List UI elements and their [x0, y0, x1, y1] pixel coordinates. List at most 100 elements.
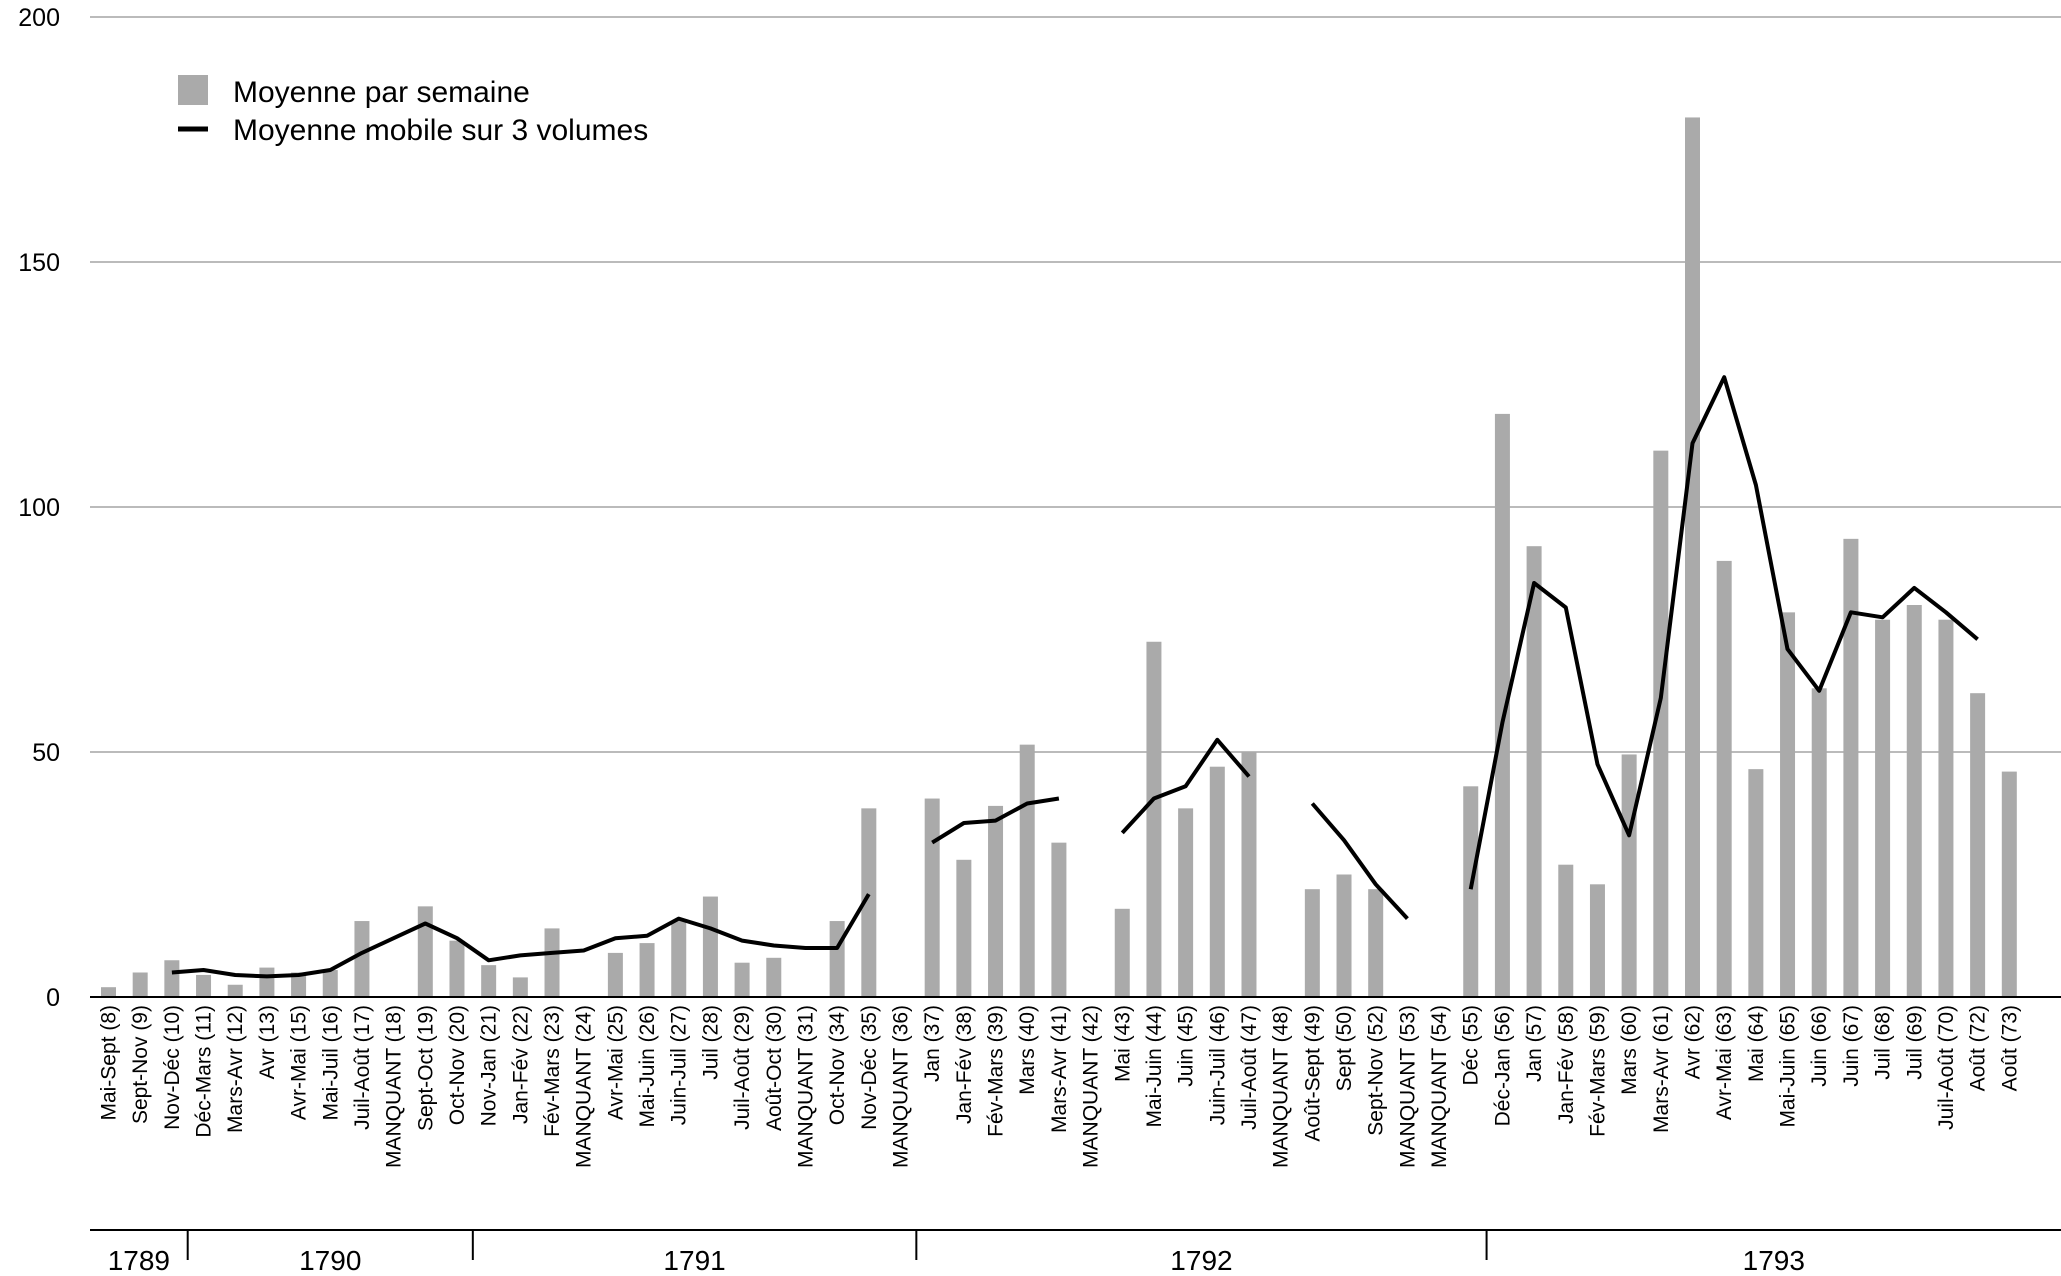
- bar: [132, 972, 148, 997]
- bar: [259, 967, 275, 997]
- bar: [354, 921, 370, 997]
- x-tick-label: Août (72): [1967, 1005, 1990, 1091]
- legend-label-line: Moyenne mobile sur 3 volumes: [233, 114, 648, 147]
- x-tick-label: Juil (69): [1903, 1005, 1926, 1080]
- bar: [101, 987, 116, 997]
- bar: [1019, 744, 1035, 997]
- bar: [1051, 842, 1067, 997]
- bar: [544, 928, 560, 997]
- x-tick-label: Avr-Mai (63): [1713, 1005, 1736, 1120]
- bar: [607, 952, 623, 997]
- x-tick-label: MANQUANT (42): [1080, 1005, 1103, 1168]
- bar: [1209, 766, 1225, 997]
- moving-average-line: [1120, 737, 1251, 835]
- bar: [1970, 693, 1986, 997]
- x-tick-label: Oct-Nov (20): [446, 1005, 469, 1125]
- x-tick-label: Mars-Avr (12): [224, 1005, 247, 1133]
- bar: [924, 798, 940, 997]
- x-tick-label: Juil-Août (47): [1238, 1005, 1261, 1130]
- x-tick-label: Juil-Août (70): [1935, 1005, 1958, 1130]
- year-label: 1791: [663, 1245, 725, 1276]
- y-tick-label: 0: [46, 984, 60, 1012]
- x-tick-label: Juin (66): [1808, 1005, 1831, 1087]
- bar: [829, 921, 845, 997]
- bar: [291, 972, 307, 997]
- bar: [1526, 546, 1542, 997]
- bar-series: [101, 117, 2017, 997]
- x-axis: Mai-Sept (8) Sept-Nov (9) Nov-Déc (10) Déc-…: [90, 996, 2061, 1168]
- bar: [417, 906, 433, 997]
- x-tick-label: Déc-Jan (56): [1491, 1005, 1514, 1126]
- year-label: 1790: [299, 1245, 361, 1276]
- x-tick-label: Mai-Juin (44): [1143, 1005, 1166, 1128]
- bar: [1716, 560, 1732, 997]
- x-tick-label: Juil-Août (17): [351, 1005, 374, 1130]
- moving-average-line: [1468, 375, 1979, 890]
- year-label: 1789: [108, 1245, 170, 1276]
- bar: [1368, 889, 1384, 997]
- bar: [1938, 619, 1954, 997]
- x-tick-label: Nov-Jan (21): [478, 1005, 501, 1126]
- bar: [1336, 874, 1352, 997]
- year-label: 1792: [1170, 1245, 1232, 1276]
- x-tick-label: Sept (50): [1333, 1005, 1356, 1091]
- x-tick-label: Mars-Avr (61): [1650, 1005, 1673, 1133]
- x-tick-label: Juil-Août (29): [731, 1005, 754, 1130]
- x-tick-label: Mai-Juil (16): [319, 1005, 342, 1121]
- x-tick-label: Juil (68): [1872, 1005, 1895, 1080]
- y-tick-label: 150: [18, 249, 60, 277]
- bar: [196, 974, 212, 997]
- bar: [227, 984, 243, 997]
- x-tick-label: Fév-Mars (59): [1586, 1005, 1609, 1137]
- bar: [1621, 754, 1637, 997]
- bar: [1558, 864, 1574, 997]
- x-tick-label: Juin-Juil (46): [1206, 1005, 1229, 1125]
- x-tick-label: Mai-Juin (65): [1777, 1005, 1800, 1128]
- legend: Moyenne par semaine Moyenne mobile sur 3…: [178, 75, 648, 147]
- x-tick-label: Avr (13): [256, 1005, 279, 1079]
- x-tick-label: MANQUANT (53): [1396, 1005, 1419, 1168]
- bar: [2001, 771, 2017, 997]
- bar: [1811, 688, 1827, 997]
- x-tick-label: Mai-Sept (8): [98, 1005, 121, 1121]
- bar: [1178, 808, 1194, 997]
- x-tick-label: Sept-Nov (9): [129, 1005, 152, 1124]
- bar: [671, 921, 687, 997]
- bar: [1241, 752, 1257, 997]
- x-tick-label: Fév-Mars (23): [541, 1005, 564, 1137]
- bar: [1589, 884, 1605, 997]
- x-tick-label: Août (73): [1998, 1005, 2021, 1091]
- x-tick-label: Déc-Mars (11): [193, 1005, 216, 1138]
- bar: [512, 977, 528, 997]
- bar: [1304, 889, 1320, 997]
- bar: [1906, 605, 1922, 997]
- x-tick-label: Jan-Fév (58): [1555, 1005, 1578, 1124]
- bar: [1494, 413, 1510, 997]
- bar: [639, 943, 655, 997]
- x-tick-label: Mai (43): [1111, 1005, 1134, 1082]
- x-tick-label: Sept-Oct (19): [414, 1005, 437, 1131]
- bar: [1653, 450, 1669, 997]
- bar: [1780, 612, 1796, 997]
- x-tick-label: Nov-Déc (35): [858, 1005, 881, 1130]
- x-tick-label: Oct-Nov (34): [826, 1005, 849, 1125]
- bar: [1748, 769, 1764, 997]
- year-label: 1793: [1743, 1245, 1805, 1276]
- x-tick-label: Mars-Avr (41): [1048, 1005, 1071, 1133]
- x-tick-label: Juin-Juil (27): [668, 1005, 691, 1125]
- y-tick-label: 50: [32, 739, 60, 767]
- legend-swatch-bar: [178, 75, 208, 105]
- moving-average-line: [171, 893, 871, 979]
- bar: [322, 970, 338, 997]
- x-tick-label: MANQUANT (54): [1428, 1005, 1451, 1168]
- bar: [861, 808, 877, 997]
- x-tick-label: Mars (60): [1618, 1005, 1641, 1095]
- x-tick-label: MANQUANT (31): [794, 1005, 817, 1168]
- moving-average-line: [1310, 802, 1409, 920]
- y-tick-label: 100: [18, 494, 60, 522]
- x-tick-label: Août-Sept (49): [1301, 1005, 1324, 1142]
- year-axis: 1789 1790 1791 1792 1793: [90, 1229, 2061, 1276]
- x-tick-label: Juil (28): [699, 1005, 722, 1080]
- legend-label-bar: Moyenne par semaine: [233, 76, 530, 109]
- line-series: [171, 375, 1979, 979]
